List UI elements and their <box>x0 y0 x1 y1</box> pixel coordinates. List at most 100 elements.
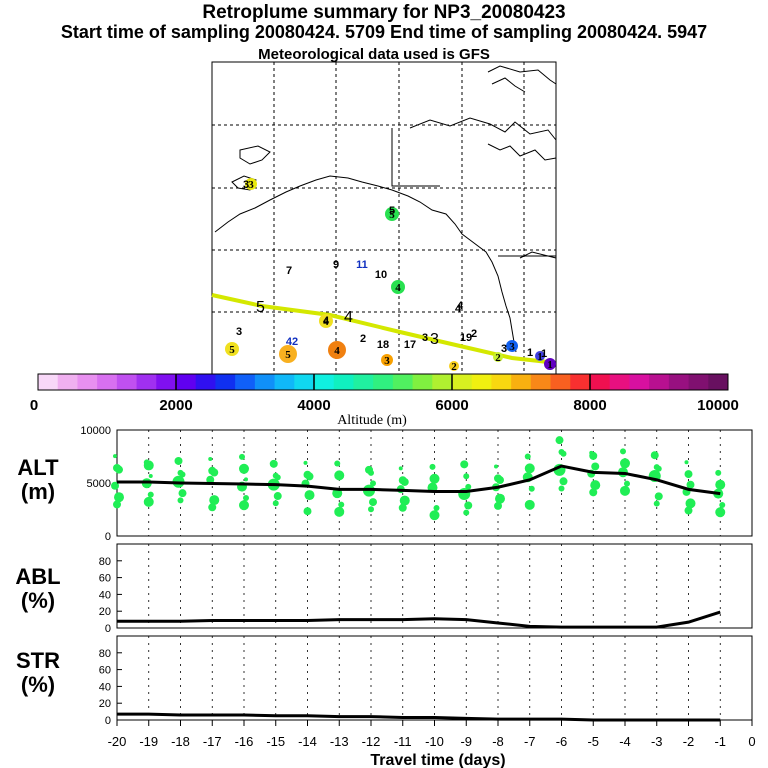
colorbar-swatch-34 <box>708 374 729 390</box>
map-point-label-10: 2 <box>360 333 366 345</box>
plume-centroid-track <box>211 293 549 364</box>
map-circle-4 <box>225 342 239 356</box>
travel-time-axis: -20 -19 -18 -17 -16 -15 -14 -13 -12 -11 -10 -9 -8 -7-… <box>108 720 756 749</box>
altitude-dot-19-5 <box>720 484 725 489</box>
altitude-dot-15-3 <box>589 450 594 455</box>
altitude-dot-12-5 <box>496 476 504 485</box>
colorbar-swatch-13 <box>294 374 315 390</box>
colorbar-swatch-0 <box>38 374 59 390</box>
colorbar-swatch-11 <box>254 374 276 390</box>
colorbar-swatch-19 <box>412 374 433 390</box>
altitude-dot-10-2 <box>433 505 440 512</box>
altitude-dot-8-5 <box>370 480 376 487</box>
map-point-label-0: 3 <box>243 179 249 191</box>
ytick-STR-4: 0 <box>105 715 111 727</box>
meteorological-data-line: Meteorological data used is GFS <box>258 46 490 63</box>
xtick-9: -11 <box>394 734 412 749</box>
map-circle-0 <box>245 178 257 190</box>
altitude-dot-5-3 <box>269 459 278 468</box>
xtick-7: -13 <box>330 734 349 749</box>
altitude-dot-11-2 <box>464 501 473 510</box>
map-point-label-18: 1 <box>527 347 533 359</box>
altitude-dot-7-5 <box>339 475 344 480</box>
xtick-4: -16 <box>235 734 254 749</box>
map-circle-8 <box>449 361 459 371</box>
panel-ALT: 10000 5000 0 ALT(m) <box>17 425 753 543</box>
altitude-dot-4-2 <box>243 495 249 502</box>
altitude-dot-14-4 <box>558 485 565 492</box>
map-point-label-1: 3 <box>236 326 242 338</box>
altitude-dot-6-2 <box>304 490 315 501</box>
ytick-STR-3: 20 <box>99 698 111 710</box>
altitude-dot-3-5 <box>210 468 219 477</box>
altitude-dot-9-3 <box>398 466 403 471</box>
series-line-ABL <box>117 610 721 629</box>
colorbar-swatch-12 <box>274 374 295 390</box>
xtick-16: -4 <box>619 734 631 749</box>
colorbar-swatch-31 <box>649 374 670 390</box>
colorbar-tick-5: 10000 <box>697 397 739 414</box>
colorbar-swatch-15 <box>333 374 354 390</box>
altitude-dot-6-4 <box>303 507 312 516</box>
colorbar-tick-4: 8000 <box>573 397 606 414</box>
altitude-dot-11-5 <box>465 483 472 490</box>
time-series-panels: 1000050000ALT(m)806040200ABL(%)806040200… <box>15 425 753 727</box>
ylabel-STR-1: (%) <box>21 672 55 697</box>
altitude-dot-1-3 <box>143 459 150 466</box>
xtick-20: 0 <box>748 734 755 749</box>
xtick-17: -3 <box>651 734 663 749</box>
colorbar-tick-2: 4000 <box>297 397 330 414</box>
altitude-dot-4-4 <box>239 500 249 511</box>
panel-STR: 80 60 40 20 0 STR(%) <box>16 635 753 727</box>
altitude-dot-6-3 <box>303 460 308 465</box>
map-point-label-17: 3 <box>501 343 507 355</box>
altitude-dot-16-2 <box>624 480 630 487</box>
colorbar-swatch-16 <box>353 374 374 390</box>
colorbar-tick-3: 6000 <box>435 397 468 414</box>
map-point-label-6: 10 <box>375 269 387 281</box>
track-label-1: 4 <box>344 309 353 326</box>
map-coastlines <box>214 65 557 353</box>
colorbar-tick-0: 0 <box>30 397 38 414</box>
map-circle-12 <box>544 358 556 370</box>
altitude-dot-7-4 <box>334 506 345 517</box>
track-label-2: 3 <box>430 331 439 348</box>
colorbar-swatch-1 <box>57 374 78 390</box>
altitude-dot-5-4 <box>272 500 279 507</box>
altitude-dot-10-1 <box>429 473 440 484</box>
colorbar-swatch-29 <box>609 374 630 390</box>
map-circle-2 <box>391 280 405 294</box>
xtick-10: -10 <box>425 734 444 749</box>
colorbar-swatch-17 <box>373 374 394 390</box>
altitude-dot-9-4 <box>398 503 407 512</box>
map-circle-label-5: 5 <box>285 349 291 361</box>
altitude-dot-17-2 <box>654 492 663 501</box>
altitude-dot-11-4 <box>463 509 470 516</box>
altitude-dot-17-3 <box>650 451 659 460</box>
altitude-dot-13-5 <box>529 468 534 473</box>
x-axis-label: Travel time (days) <box>370 752 505 768</box>
ylabel-STR-0: STR <box>16 648 60 673</box>
xtick-13: -7 <box>524 734 536 749</box>
altitude-dot-14-3 <box>555 436 564 445</box>
xtick-15: -5 <box>587 734 599 749</box>
altitude-dot-17-4 <box>653 500 660 507</box>
altitude-dot-18-4 <box>684 506 693 515</box>
xtick-6: -14 <box>298 734 317 749</box>
altitude-dot-12-2 <box>495 493 505 504</box>
track-labels: 5 4 3 <box>256 299 439 348</box>
map-circle-11 <box>535 351 545 361</box>
map-point-label-16: 4 <box>457 300 464 312</box>
altitude-dot-12-4 <box>494 501 502 510</box>
xtick-5: -15 <box>266 734 285 749</box>
map-point-label-3: 7 <box>286 265 292 277</box>
altitude-dot-9-5 <box>400 477 409 486</box>
colorbar-swatch-2 <box>77 374 98 390</box>
altitude-dot-5-2 <box>273 492 282 501</box>
altitude-dot-3-2 <box>209 495 220 506</box>
map-frame <box>211 61 557 375</box>
altitude-dot-18-5 <box>686 480 695 489</box>
map-point-label-2: 42 <box>286 336 298 348</box>
